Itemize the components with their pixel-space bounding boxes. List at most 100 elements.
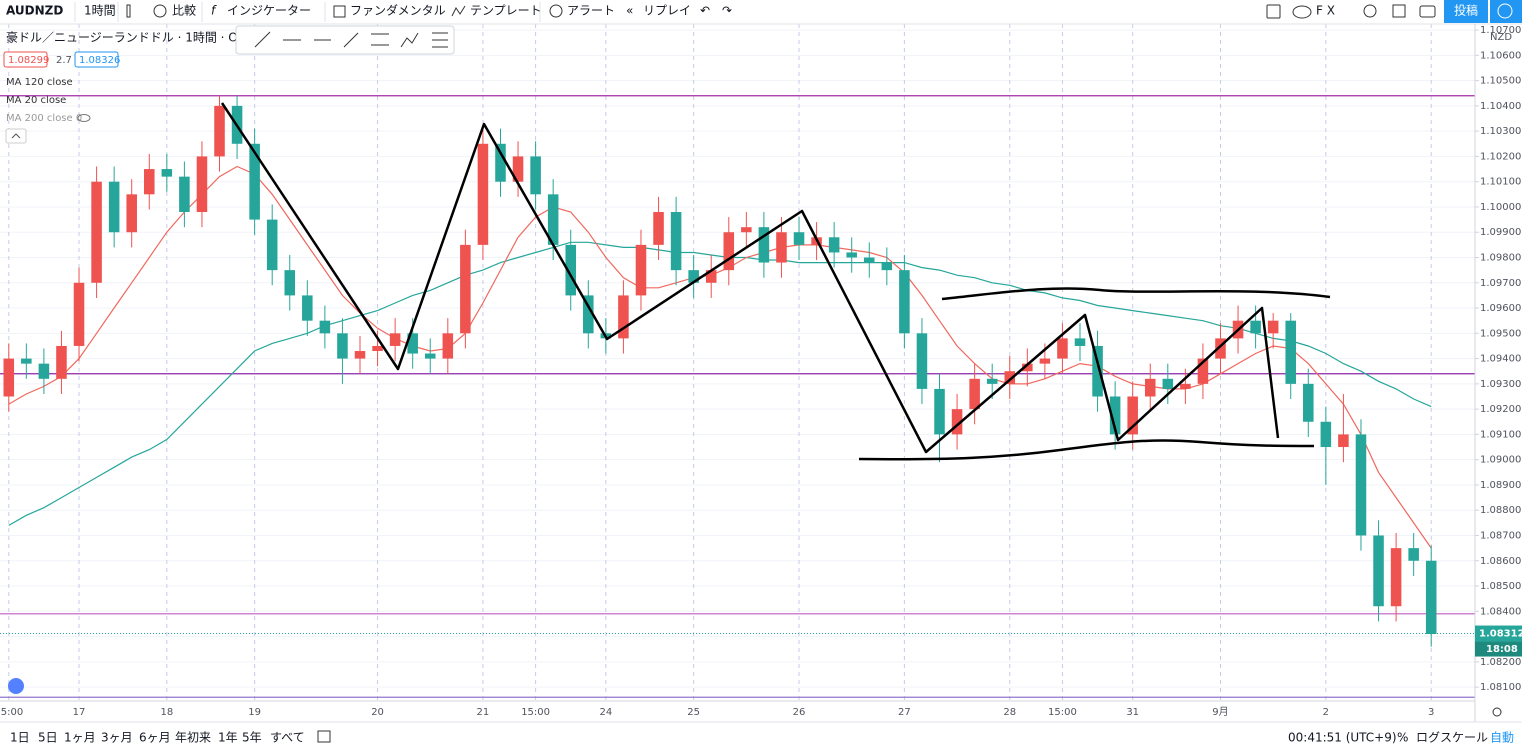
range-button[interactable]: 5日 [38,731,58,745]
redo[interactable]: ↷ [722,4,732,18]
candle-body [1109,396,1121,435]
candle-body [846,252,857,258]
cloud-icon[interactable] [1292,5,1312,19]
legend-entry[interactable]: MA 120 close [6,77,73,88]
candle-body [495,143,506,182]
tv-logo[interactable] [8,678,24,694]
tool-trendline[interactable] [254,31,271,48]
x-tick-label: 15:00 [1048,707,1077,718]
collapse-button[interactable] [5,128,27,144]
market[interactable]: F X [1316,4,1335,18]
candle-body [881,262,893,271]
tool-extended[interactable] [343,32,359,48]
y-tick-label: 1.09900 [1480,227,1521,238]
range-button[interactable]: すべて [270,731,305,745]
goto-date-icon[interactable] [317,730,331,743]
publish-button[interactable] [1444,0,1488,23]
hidden-eye-icon[interactable] [77,114,91,122]
alert-icon[interactable] [549,4,563,18]
symbol[interactable]: AUDNZD [6,4,63,18]
bid: 1.08299 [8,55,49,66]
candle-body [1057,338,1068,359]
ask-box [74,51,119,68]
candle-body [916,333,928,389]
range-button[interactable]: 1年 [218,731,238,745]
chart-style-icon[interactable] [126,4,131,18]
x-tick-label: 17 [73,707,86,718]
range-button[interactable]: 5年 [242,731,262,745]
candle-body [899,270,910,334]
candle-body [1250,320,1261,334]
percent-toggle[interactable]: % [1397,731,1408,745]
y-tick-label: 1.10100 [1480,177,1521,188]
range-button[interactable]: 1ヶ月 [64,731,96,745]
candle-body [1039,358,1051,364]
play-button[interactable] [1490,0,1522,23]
range-button[interactable]: 6ヶ月 [139,731,171,745]
price-axis: NZD 1.081001.082001.083001.084001.085001… [1474,24,1522,722]
range-button[interactable]: 年初来 [175,731,211,745]
candle-body [21,358,32,364]
tool-path[interactable] [400,32,419,48]
log-toggle[interactable]: ログスケール [1416,731,1488,745]
candle-body [1074,338,1086,346]
fullscreen-box[interactable] [1266,4,1281,19]
fundamentals-icon[interactable] [333,5,346,18]
legend-entry-hidden[interactable]: MA 200 close 0 [6,113,82,124]
candle-body [91,181,102,283]
y-tick-label: 1.08400 [1480,606,1521,617]
axis-settings[interactable] [1492,707,1502,717]
candle-body [144,169,155,195]
settings-icon[interactable] [1363,4,1377,18]
candle-body [1355,434,1367,536]
candle-body [653,212,664,245]
compare[interactable]: 比較 [172,4,196,18]
fx-icon[interactable]: f [211,4,217,18]
ma-line [8,241,1432,526]
x-tick-label: 28 [1003,707,1016,718]
replay[interactable]: リプレイ [643,4,691,18]
y-tick-label: 1.09500 [1480,328,1521,339]
x-tick-label: 19 [248,707,261,718]
publish[interactable]: 投稿 [1454,3,1478,18]
candle-body [126,194,137,233]
range-button[interactable]: 3ヶ月 [101,731,133,745]
templates[interactable]: テンプレート [470,4,542,18]
time-axis: 15:00 17 18 19 20 21 15:00 24 25 26 27 28 15:00 31 9月 2… [0,700,1475,718]
candle-body [1004,371,1016,384]
alert[interactable]: アラート [567,4,615,18]
auto-toggle[interactable]: 自動 [1490,731,1514,745]
candle-body [776,232,787,263]
candle-body [302,295,313,321]
indicators[interactable]: インジケーター [227,4,311,18]
compare-icon[interactable] [153,4,167,18]
candle-body [442,333,454,359]
last-price-box [1475,625,1522,642]
y-tick-label: 1.10400 [1480,101,1521,112]
candle-body [73,282,85,346]
expand-icon[interactable] [1392,4,1406,18]
y-tick-label: 1.10000 [1480,202,1521,213]
x-tick-label: 27 [898,707,911,718]
snapshot-icon[interactable] [1419,5,1436,18]
interval[interactable]: 1時間 [84,4,116,18]
x-tick-label: 31 [1126,707,1139,718]
candle-body [1373,535,1384,607]
replay-icon[interactable]: « [626,4,633,18]
collapse-icon [11,133,21,139]
candle-body [1022,363,1033,372]
candle-body [530,156,541,195]
candle-body [1180,383,1191,389]
undo[interactable]: ↶ [700,4,710,18]
legend-entry[interactable]: MA 20 close [6,95,66,106]
candle-body [934,388,945,435]
clock[interactable]: 00:41:51 (UTC+9) [1288,731,1397,745]
candle-body [266,219,278,271]
x-tick-label: 15:00 [0,707,23,718]
templates-icon[interactable] [451,5,466,17]
range-button[interactable]: 1日 [10,731,30,745]
y-tick-label: 1.09600 [1480,303,1521,314]
fundamentals[interactable]: ファンダメンタル [350,3,446,18]
y-tick-label: 1.08600 [1480,556,1521,567]
